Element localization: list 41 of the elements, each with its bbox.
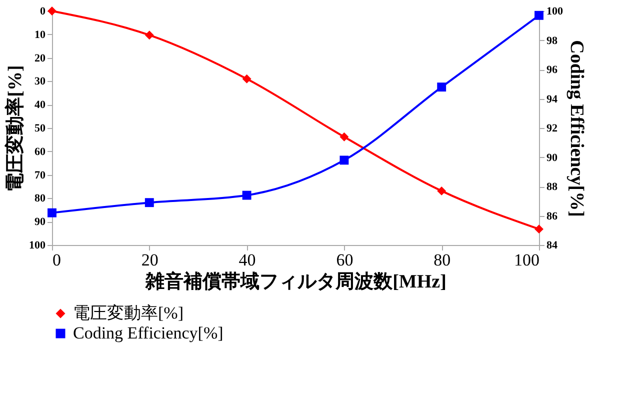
y2-tick-label: 86 (546, 210, 558, 222)
y2-tick-label: 100 (546, 6, 564, 18)
y-tick-label: 10 (34, 28, 46, 41)
point (144, 30, 154, 40)
y-tick-label: 40 (34, 99, 46, 112)
point (242, 190, 252, 200)
point (534, 224, 544, 234)
y2-tick-label: 92 (546, 122, 558, 134)
x-tick-label: 80 (434, 250, 451, 270)
x-tick-label: 20 (141, 250, 158, 270)
x-tick-label: 0 (52, 250, 61, 270)
y-tick-label: 30 (34, 76, 46, 88)
y2-tick-label: 88 (546, 181, 558, 193)
point (48, 208, 56, 218)
y-tick-label: 60 (34, 146, 46, 158)
x-tick-label: 40 (238, 250, 256, 270)
y-tick-label: 100 (29, 240, 46, 252)
x-tick-label: 60 (336, 250, 354, 270)
point (437, 82, 446, 92)
y2-axis-title: Coding Efficiency[%] (566, 40, 587, 217)
point (242, 74, 252, 84)
x-axis-title: 雑音補償帯域フィルタ周波数[MHz] (144, 270, 446, 292)
y2-tick-label: 90 (546, 152, 558, 164)
y2-tick-label: 96 (546, 64, 558, 76)
y-tick-label: 0 (40, 6, 46, 18)
y-tick-label: 80 (34, 192, 46, 205)
legend-label: Coding Efficiency[%] (73, 324, 224, 342)
y-tick-label: 90 (34, 216, 46, 228)
point (340, 156, 349, 165)
y2-tick-label: 94 (546, 93, 558, 106)
point (340, 132, 349, 142)
y-tick-label: 20 (34, 52, 46, 64)
y-axis-title: 電圧変動率[%] (4, 65, 26, 192)
y2-tick-label: 98 (546, 34, 558, 47)
y2-tick-label: 84 (546, 240, 558, 252)
y-tick-label: 70 (34, 169, 46, 182)
point (144, 198, 154, 208)
legend-label: 電圧変動率[%] (73, 304, 184, 322)
x-tick-label: 100 (514, 250, 540, 270)
point (437, 186, 446, 196)
y-tick-label: 50 (34, 122, 46, 134)
